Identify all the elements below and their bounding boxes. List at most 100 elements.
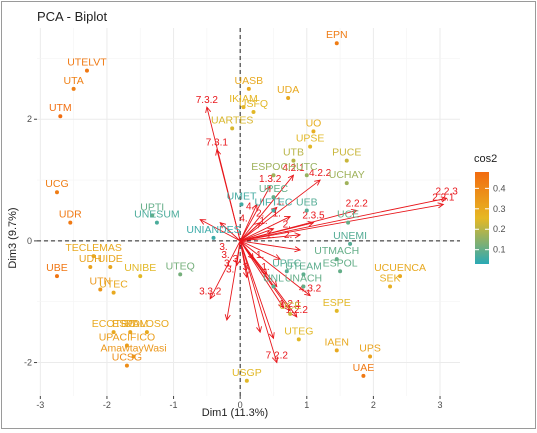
arrow-head [307, 220, 315, 227]
arrow-head [234, 259, 241, 267]
point-iaen [334, 348, 339, 353]
arrow-label: 4.2.1 [282, 163, 305, 174]
arrow-label: 1.2.2 [286, 305, 309, 316]
arrow-head [267, 227, 275, 234]
arrow-head [304, 290, 311, 297]
point-label: UTEQ [166, 260, 195, 272]
arrow-label: 7.3.1 [206, 138, 229, 149]
point-ucsg [124, 363, 129, 368]
arrow-label: 3.3.2 [199, 287, 222, 298]
point-uteq [178, 272, 183, 277]
arrow-label-partial: 4. [239, 213, 247, 224]
point-label: UTB [283, 147, 304, 159]
variable-arrow [240, 234, 301, 242]
point-utc [304, 173, 309, 178]
x-tick-label: 1 [304, 400, 309, 410]
point-label: UPS [359, 342, 381, 354]
point-label: ESPOCH [251, 161, 295, 173]
point-uae [361, 373, 366, 378]
variable-arrow [236, 240, 241, 266]
variable-arrow [240, 222, 314, 242]
arrow-label-partial: 1. [261, 262, 269, 273]
point-upacifico [124, 343, 129, 348]
point-label: UTMACH [314, 245, 359, 257]
arrow-head [209, 292, 216, 300]
legend-tick-label: 0.4 [493, 183, 506, 193]
point-label: UO [306, 117, 322, 129]
point-uniandes [211, 235, 216, 240]
legend-colorbar [475, 172, 489, 264]
point-label: UPEC [272, 257, 302, 269]
arrow-label-partial: 1. [266, 230, 274, 241]
arrow-head [251, 203, 258, 211]
variable-arrow [239, 240, 284, 309]
point-ups [368, 354, 373, 359]
point-label: UCSG [112, 352, 142, 364]
point-label: SEK [380, 273, 401, 285]
arrow-head [314, 179, 321, 186]
y-tick-label: -2 [24, 358, 32, 368]
arrow-head [268, 332, 275, 340]
arrow-label: 2.2.2 [346, 198, 369, 209]
point-label: UARTES [211, 114, 253, 126]
point-uiftec [271, 208, 276, 213]
legend: cos2 0.1 0.2 0.3 0.4 [474, 153, 506, 264]
arrow-label-partial: 1. [259, 216, 267, 227]
arrow-label: 7.2.2 [266, 351, 289, 362]
arrow-label-partial: 1. [256, 250, 264, 261]
point-udloso [144, 330, 149, 335]
x-tick-label: -1 [170, 400, 178, 410]
point-label: UIDE [98, 253, 123, 265]
point-label: UTEC [99, 279, 128, 291]
point-label: UNACH [285, 273, 322, 285]
point-label: UCHAY [329, 169, 365, 181]
variable-arrow [240, 228, 274, 242]
point-utn [98, 287, 103, 292]
variable-arrow [239, 240, 248, 278]
point-label: UTA [64, 75, 84, 87]
point-label: ECOTEC [92, 318, 136, 330]
point-label: UPSE [296, 133, 325, 145]
point-upti [150, 213, 155, 218]
point-ueb [304, 208, 309, 213]
point-uteg [296, 337, 301, 342]
point-teclemas [91, 254, 96, 259]
point-label: EPN [326, 29, 348, 41]
point-unesum [154, 220, 159, 225]
point-label: UAE [353, 362, 375, 374]
variable-arrow [239, 174, 294, 242]
arrow-label: 2.3.5 [302, 211, 325, 222]
variable-arrow [239, 222, 261, 242]
point-sek [388, 284, 393, 289]
arrow-head [254, 221, 261, 229]
point-label: UTN [89, 276, 111, 288]
point-label: ESPAM [112, 318, 148, 330]
point-label: IAEN [325, 336, 350, 348]
point-ecotec [111, 330, 116, 335]
y-tick-label: 0 [27, 236, 32, 246]
arrow-label: 4.3.2 [299, 284, 322, 295]
point-label: UNIANDES [186, 224, 240, 236]
arrow-head [265, 185, 271, 193]
point-upec [271, 195, 276, 200]
x-tick-label: 0 [238, 400, 243, 410]
point-ucg [54, 190, 59, 195]
arrow-head [256, 326, 262, 334]
point-label: UCUENCA [374, 262, 426, 274]
x-tick-label: 3 [438, 400, 443, 410]
point-label: UTEAM [285, 260, 322, 272]
zero-lines [37, 28, 460, 396]
arrow-head [215, 148, 222, 156]
point-epn [334, 41, 339, 46]
variable-arrow [219, 222, 241, 242]
arrow-head [242, 271, 249, 279]
point-label: UCE [337, 209, 359, 221]
point-ube [54, 274, 59, 279]
point-umet [239, 202, 244, 207]
point-espe [334, 308, 339, 313]
arrow-label-partial: 3. [219, 242, 227, 253]
point-label: UNESUM [134, 209, 180, 221]
point-label: UTEG [284, 325, 313, 337]
point-label: UCG [45, 178, 68, 190]
